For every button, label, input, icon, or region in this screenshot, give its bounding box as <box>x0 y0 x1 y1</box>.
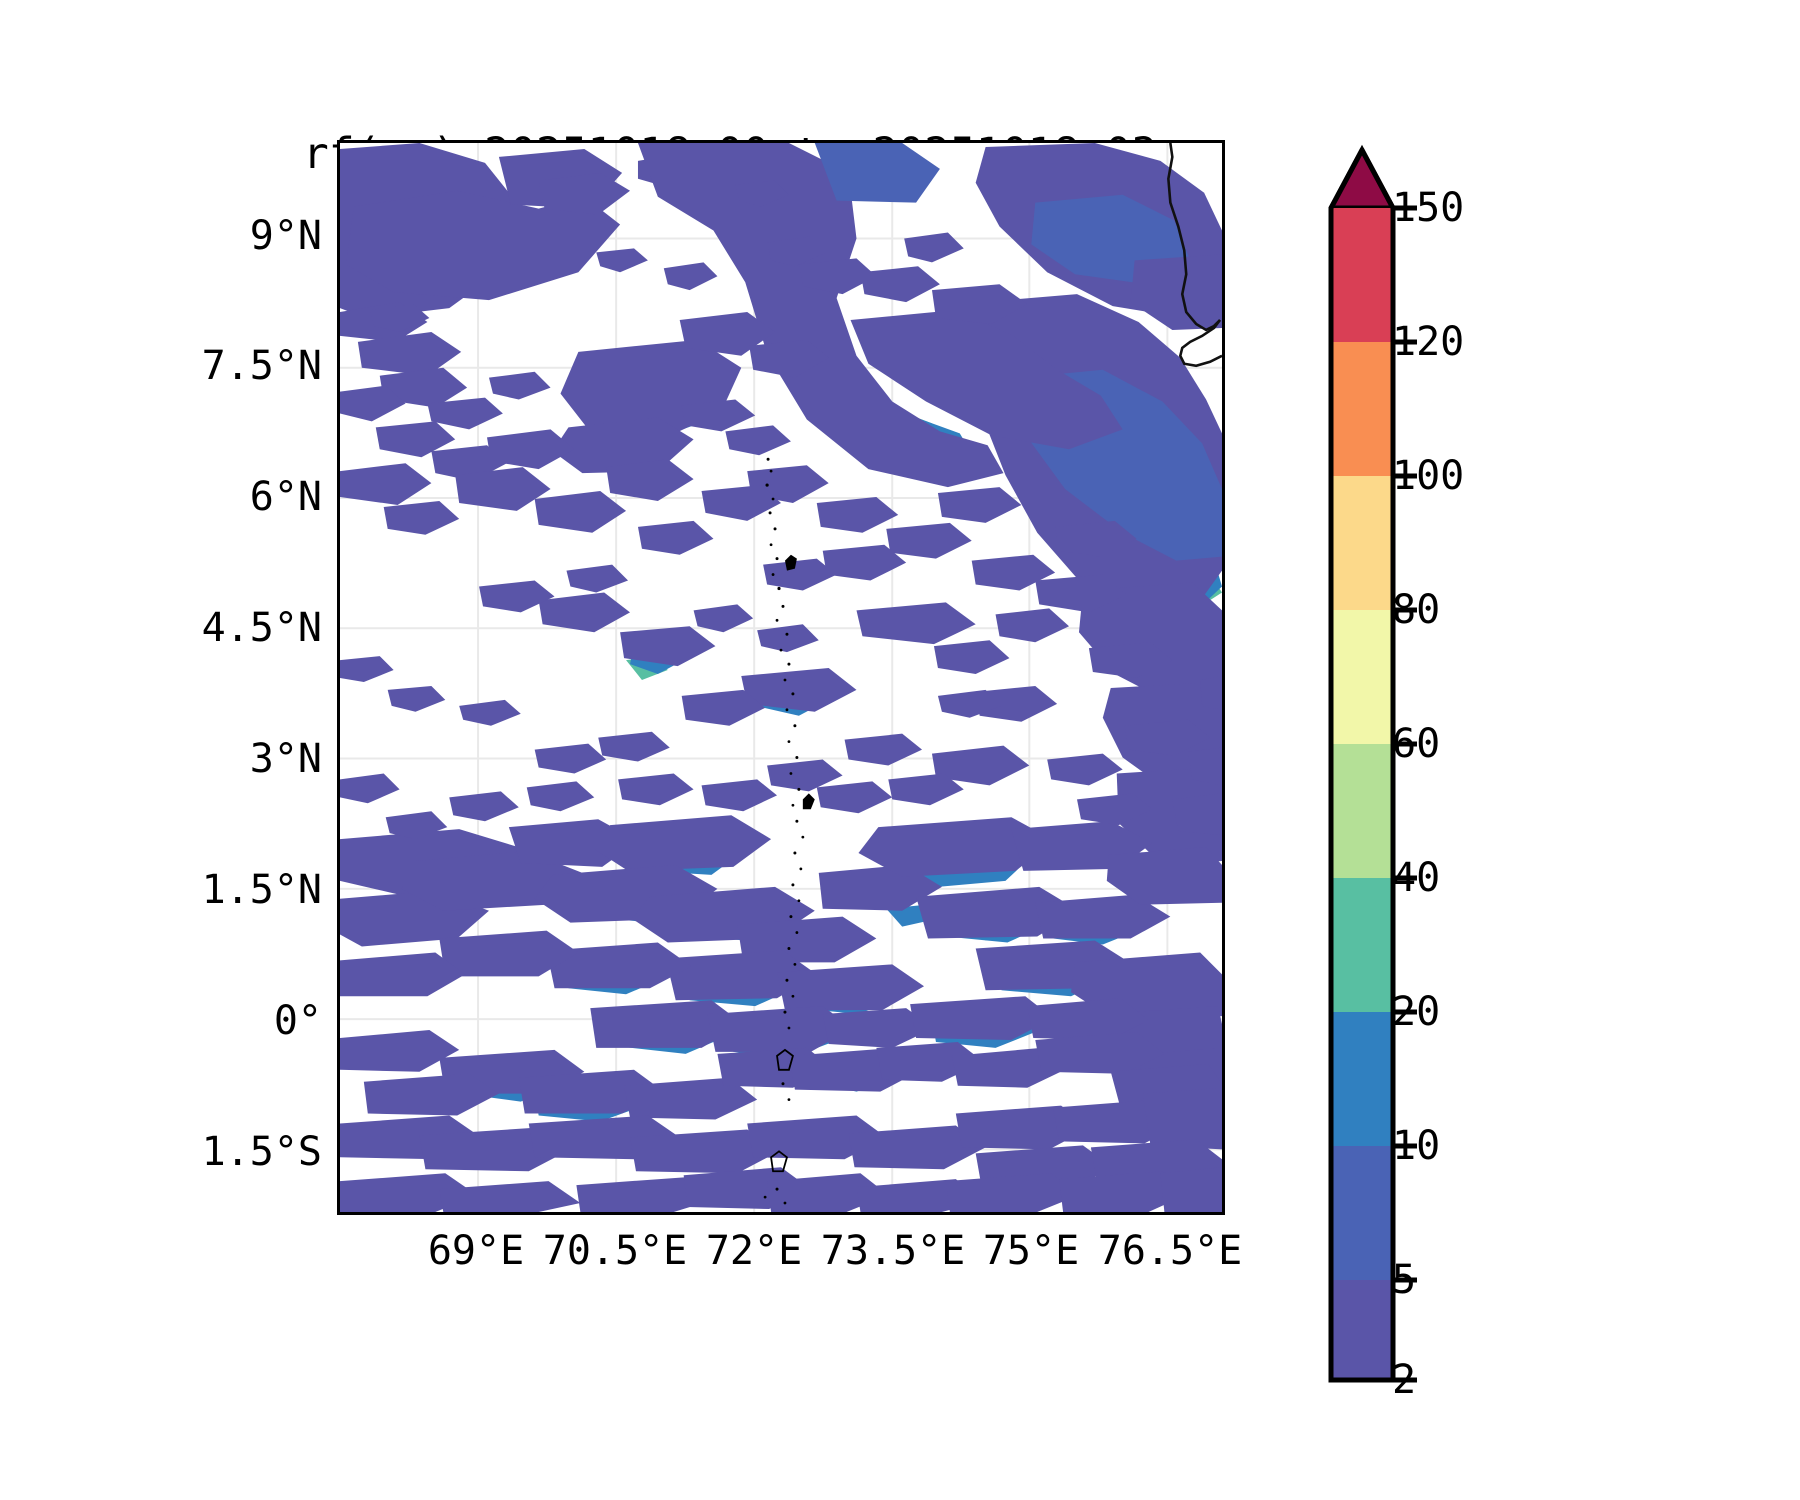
xtick-69e: 69°E <box>427 1228 525 1274</box>
cbar-tick-2: 2 <box>1392 1357 1417 1403</box>
xtick-765e: 76.5°E <box>1097 1228 1243 1274</box>
cbar-tick-60: 60 <box>1392 721 1441 767</box>
coastline <box>1167 143 1222 368</box>
ytick-15n: 1.5°N <box>201 867 322 913</box>
ytick-15s: 1.5°S <box>201 1129 322 1175</box>
xtick-735e: 73.5°E <box>820 1228 966 1274</box>
xtick-72e: 72°E <box>705 1228 803 1274</box>
map-plot-area <box>337 140 1225 1215</box>
cbar-tick-150: 150 <box>1392 185 1465 231</box>
ytick-6n: 6°N <box>249 474 322 520</box>
cbar-tick-20: 20 <box>1392 989 1441 1035</box>
ytick-0: 0° <box>273 998 322 1044</box>
contour-band-2-10 <box>340 143 1222 1212</box>
cbar-tick-80: 80 <box>1392 587 1441 633</box>
xtick-705e: 70.5°E <box>542 1228 688 1274</box>
colorbar-gradient <box>1328 144 1417 1383</box>
ytick-3n: 3°N <box>249 736 322 782</box>
cbar-tick-120: 120 <box>1392 319 1465 365</box>
xtick-75e: 75°E <box>982 1228 1080 1274</box>
ytick-9n: 9°N <box>249 213 322 259</box>
colorbar: 150 120 100 80 60 40 20 10 5 2 <box>1300 140 1720 1403</box>
colorbar-extend-arrow <box>1328 147 1396 211</box>
ytick-45n: 4.5°N <box>201 605 322 651</box>
cbar-tick-5: 5 <box>1392 1257 1417 1303</box>
y-axis-tick-labels: 9°N 7.5°N 6°N 4.5°N 3°N 1.5°N 0° 1.5°S <box>0 140 322 1215</box>
island-outlines <box>763 457 815 1205</box>
cbar-tick-10: 10 <box>1392 1123 1441 1169</box>
x-axis-tick-labels: 69°E 70.5°E 72°E 73.5°E 75°E 76.5°E <box>337 1228 1242 1288</box>
cbar-tick-100: 100 <box>1392 453 1465 499</box>
cbar-tick-40: 40 <box>1392 855 1441 901</box>
ytick-75n: 7.5°N <box>201 343 322 389</box>
rainfall-contour-field <box>340 143 1222 1212</box>
